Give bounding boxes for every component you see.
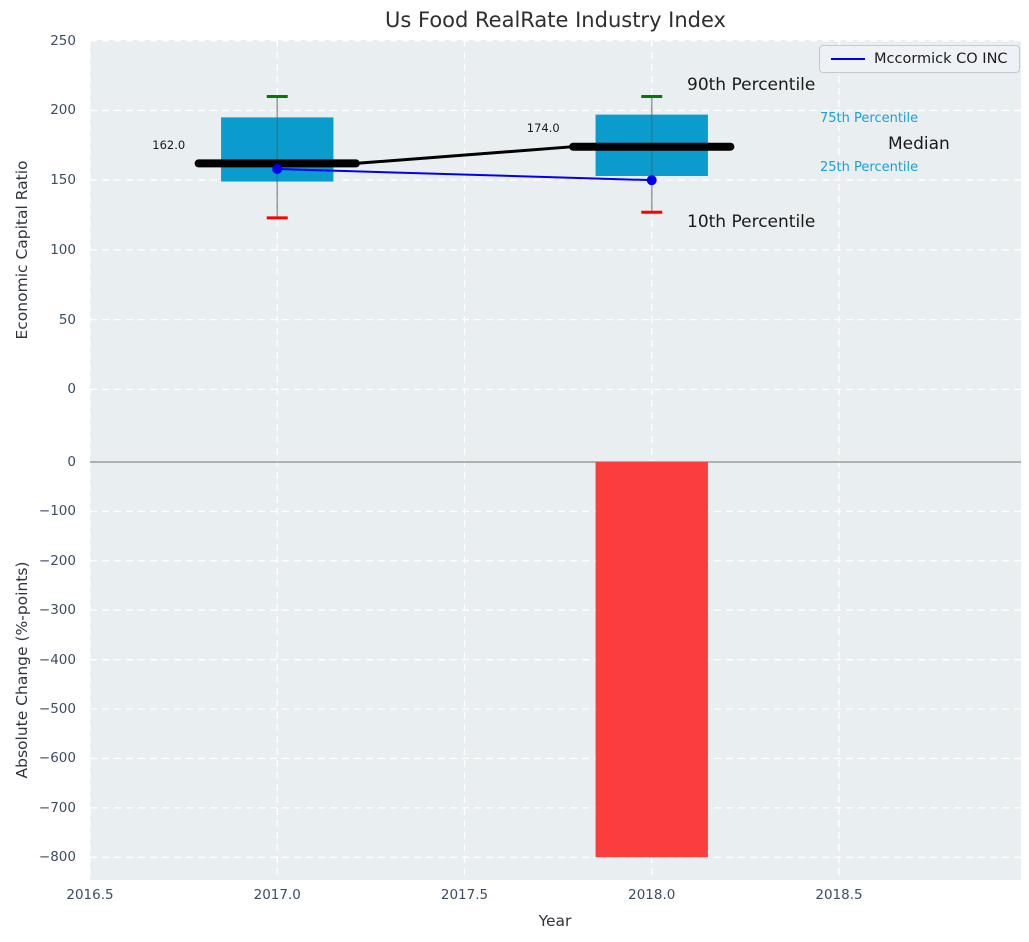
y-tick-label-bottom: 0	[67, 453, 76, 470]
y-tick-label-bottom: −300	[38, 602, 76, 619]
company-marker-2017	[272, 164, 283, 175]
company-line	[277, 168, 652, 182]
legend-label: Mccormick CO INC	[874, 51, 1008, 67]
company-marker-2018	[646, 175, 657, 186]
x-tick-label: 2018.0	[628, 887, 676, 903]
legend: Mccormick CO INC	[819, 45, 1020, 73]
annotation-90th-percentile: 90th Percentile	[687, 75, 816, 95]
y-tick-label-bottom: −800	[38, 849, 76, 866]
x-tick-label: 2017.5	[440, 887, 489, 903]
y-tick-label-bottom: −600	[38, 750, 76, 767]
y-tick-label-bottom: −100	[38, 503, 76, 520]
y-tick-label-top: 200	[50, 102, 76, 119]
annotation-median: Median	[888, 134, 950, 154]
y-tick-label-bottom: −700	[38, 799, 76, 816]
median-value-annotation-2018: 174.0	[526, 121, 560, 136]
annotation-10th-percentile: 10th Percentile	[687, 212, 816, 232]
x-tick-label: 2016.5	[66, 887, 114, 903]
legend-line-swatch	[831, 58, 865, 60]
y-tick-label-bottom: −500	[38, 701, 76, 718]
x-tick-label: 2017.0	[253, 887, 301, 903]
x-axis-label: Year	[538, 912, 572, 930]
y-tick-label-top: 150	[50, 172, 76, 189]
y-tick-label-top: 100	[50, 241, 76, 258]
median-value-annotation-2017: 162.0	[152, 137, 186, 152]
chart-title: Us Food RealRate Industry Index	[385, 8, 726, 32]
y-tick-label-bottom: −400	[38, 651, 76, 668]
x-tick-label: 2018.5	[815, 887, 863, 903]
y-tick-label-top: 50	[58, 311, 76, 328]
annotation-25th-percentile: 25th Percentile	[820, 160, 919, 175]
annotation-75th-percentile: 75th Percentile	[820, 111, 919, 126]
y-axis-label-bottom: Absolute Change (%-points)	[13, 561, 31, 779]
median-connector	[355, 145, 574, 165]
y-tick-label-bottom: −200	[38, 552, 76, 569]
change-bar-2018	[595, 461, 708, 858]
y-tick-label-top: 250	[50, 32, 76, 49]
y-tick-label-top: 0	[67, 381, 76, 398]
